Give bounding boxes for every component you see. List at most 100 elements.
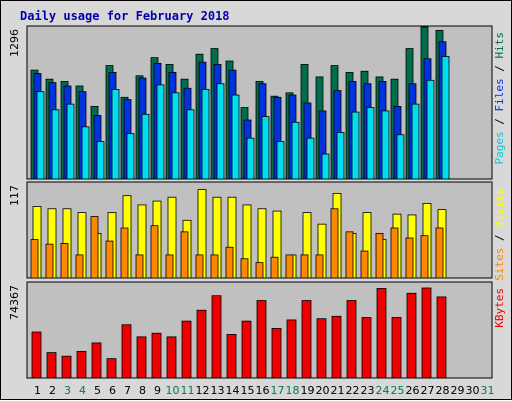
- sites-bar-day-10: [165, 254, 174, 279]
- day-label-8: 8: [139, 384, 146, 397]
- sites-bar-day-2: [45, 243, 54, 279]
- pages-bar-day-6: [111, 88, 120, 180]
- sites-bar-day-17: [270, 256, 279, 279]
- side-legend-part-1-2: Files: [493, 78, 506, 111]
- kbytes-bar-day-12: [196, 309, 207, 379]
- day-label-23: 23: [361, 384, 375, 397]
- pages-bar-day-24: [381, 110, 390, 180]
- day-label-11: 11: [181, 384, 195, 397]
- kbytes-bar-day-14: [226, 334, 237, 379]
- day-label-4: 4: [79, 384, 86, 397]
- side-legend-3: KBytes: [493, 288, 506, 328]
- chart-title: Daily usage for February 2018: [20, 9, 230, 23]
- day-label-3: 3: [64, 384, 71, 397]
- sites-bar-day-25: [390, 227, 399, 279]
- day-label-15: 15: [241, 384, 255, 397]
- pages-bar-day-11: [186, 109, 195, 180]
- kbytes-bar-day-15: [241, 320, 252, 379]
- day-label-21: 21: [331, 384, 345, 397]
- kbytes-bar-day-13: [211, 295, 222, 379]
- side-legend-part-2-1: /: [493, 228, 506, 248]
- day-label-19: 19: [301, 384, 315, 397]
- pages-bar-day-15: [246, 137, 255, 180]
- kbytes-bar-day-1: [31, 331, 42, 379]
- pages-bar-day-1: [36, 91, 45, 180]
- sites-bar-day-22: [345, 231, 354, 279]
- sites-bar-day-3: [60, 242, 69, 279]
- side-legend-part-2-0: Sites: [493, 248, 506, 281]
- kbytes-bar-day-11: [181, 320, 192, 379]
- side-legend-part-1-0: Pages: [493, 131, 506, 164]
- pages-bar-day-18: [291, 121, 300, 180]
- sites-bar-day-21: [330, 208, 339, 279]
- kbytes-bar-day-9: [151, 332, 162, 379]
- pages-bar-day-12: [201, 88, 210, 180]
- pages-bar-day-10: [171, 92, 180, 180]
- sites-bar-day-15: [240, 258, 249, 279]
- kbytes-bar-day-3: [61, 355, 72, 379]
- pages-bar-day-8: [141, 113, 150, 180]
- side-legend-part-3-0: KBytes: [493, 288, 506, 328]
- kbytes-bar-day-24: [376, 288, 387, 379]
- pages-bar-day-20: [321, 153, 330, 180]
- sites-bar-day-13: [210, 254, 219, 279]
- kbytes-bar-day-18: [286, 319, 297, 379]
- side-legend-part-1-4: Hits: [493, 32, 506, 59]
- sites-bar-day-28: [435, 227, 444, 279]
- side-legend-part-1-3: /: [493, 59, 506, 79]
- pages-bar-day-23: [366, 107, 375, 180]
- sites-bar-day-5: [90, 216, 99, 279]
- day-label-25: 25: [391, 384, 405, 397]
- sites-bar-day-11: [180, 231, 189, 279]
- pages-bar-day-28: [441, 56, 450, 180]
- day-label-22: 22: [346, 384, 360, 397]
- pages-bar-day-22: [351, 111, 360, 180]
- day-label-10: 10: [166, 384, 180, 397]
- day-label-31: 31: [481, 384, 495, 397]
- kbytes-bar-day-27: [421, 287, 432, 379]
- sites-bar-day-14: [225, 246, 234, 279]
- kbytes-bar-day-22: [346, 300, 357, 379]
- kbytes-bar-day-16: [256, 300, 267, 379]
- sites-bar-day-7: [120, 227, 129, 279]
- pages-bar-day-21: [336, 132, 345, 180]
- pages-bar-day-4: [81, 126, 90, 180]
- day-label-29: 29: [451, 384, 465, 397]
- side-legend-part-2-2: Visits: [493, 188, 506, 228]
- day-label-28: 28: [436, 384, 450, 397]
- ymax-label-3: 74367: [8, 285, 21, 320]
- kbytes-bar-day-17: [271, 327, 282, 379]
- day-label-30: 30: [466, 384, 480, 397]
- pages-bar-day-9: [156, 84, 165, 180]
- sites-bar-day-1: [30, 239, 39, 279]
- kbytes-bar-day-7: [121, 324, 132, 379]
- pages-bar-day-5: [96, 141, 105, 180]
- kbytes-bar-day-6: [106, 358, 117, 379]
- side-legend-part-1-1: /: [493, 112, 506, 132]
- side-legend-1: Pages / Files / Hits: [493, 32, 506, 165]
- day-label-14: 14: [226, 384, 240, 397]
- sites-bar-day-23: [360, 250, 369, 279]
- day-label-18: 18: [286, 384, 300, 397]
- day-label-6: 6: [109, 384, 116, 397]
- sites-bar-day-24: [375, 232, 384, 279]
- pages-bar-day-27: [426, 79, 435, 180]
- day-label-7: 7: [124, 384, 131, 397]
- sites-bar-day-18: [285, 254, 294, 279]
- pages-bar-day-17: [276, 141, 285, 180]
- kbytes-bar-day-8: [136, 336, 147, 379]
- day-label-26: 26: [406, 384, 420, 397]
- sites-bar-day-27: [420, 235, 429, 279]
- sites-bar-day-20: [315, 254, 324, 279]
- sites-bar-day-9: [150, 225, 159, 279]
- kbytes-bar-day-2: [46, 352, 57, 379]
- pages-bar-day-16: [261, 116, 270, 180]
- ymax-label-2: 117: [8, 185, 21, 206]
- sites-bar-day-12: [195, 254, 204, 279]
- sites-bar-day-6: [105, 240, 114, 279]
- day-label-20: 20: [316, 384, 330, 397]
- pages-bar-day-19: [306, 137, 315, 180]
- ymax-label-1: 1296: [8, 29, 21, 57]
- kbytes-bar-day-5: [91, 342, 102, 379]
- kbytes-bar-day-20: [316, 318, 327, 379]
